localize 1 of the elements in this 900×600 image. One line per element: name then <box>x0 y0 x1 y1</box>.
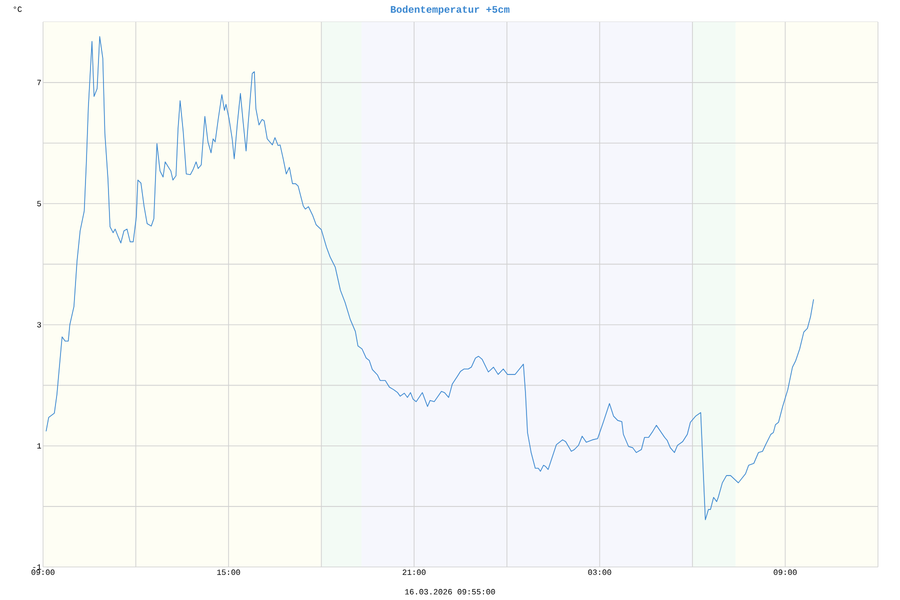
chart-title: Bodentemperatur +5cm <box>390 6 510 15</box>
